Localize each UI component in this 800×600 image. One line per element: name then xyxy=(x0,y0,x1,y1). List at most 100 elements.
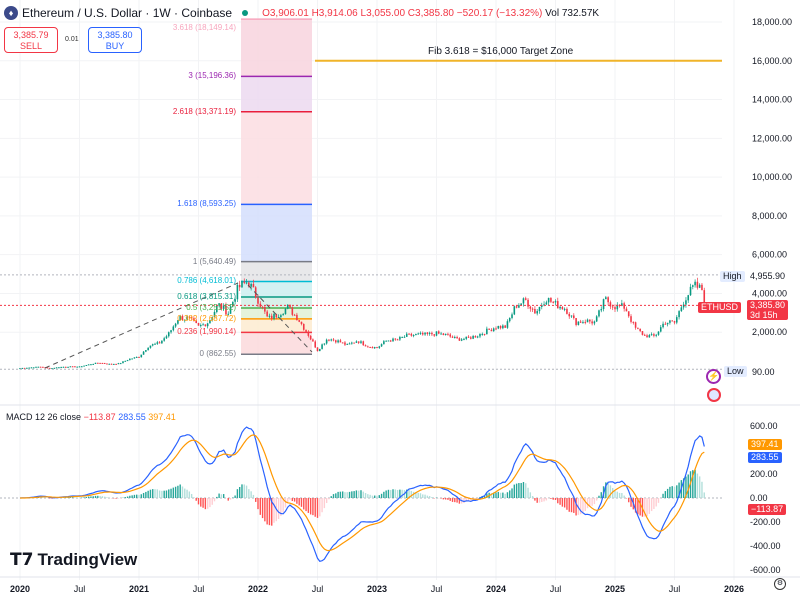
macd-histogram-bar xyxy=(172,487,175,498)
candle-body xyxy=(643,334,646,336)
candle-body xyxy=(458,338,461,341)
macd-axis-label: -200.00 xyxy=(750,517,781,527)
tradingview-logo-icon: 𝗧𝟳 xyxy=(10,550,34,569)
candle-body xyxy=(577,321,580,325)
macd-histogram-bar xyxy=(142,492,145,498)
macd-histogram-bar xyxy=(470,498,472,501)
macd-histogram-bar xyxy=(474,498,477,500)
high-tag: High xyxy=(720,271,745,282)
candle-body xyxy=(463,338,465,340)
candle-body xyxy=(268,315,271,317)
macd-histogram-bar xyxy=(559,498,561,505)
candle-body xyxy=(483,333,486,335)
macd-histogram-bar xyxy=(51,498,53,499)
macd-histogram-bar xyxy=(241,484,243,498)
macd-histogram-bar xyxy=(348,491,351,498)
candle-body xyxy=(502,325,504,329)
macd-histogram-bar xyxy=(504,493,506,498)
candle-body xyxy=(234,299,236,302)
candle-body xyxy=(385,340,387,342)
macd-histogram-bar xyxy=(399,489,401,498)
macd-histogram-bar xyxy=(101,496,104,498)
macd-histogram-bar xyxy=(305,498,307,512)
macd-histogram-bar xyxy=(147,490,149,498)
macd-histogram-bar xyxy=(364,493,367,498)
macd-histogram-bar xyxy=(550,498,552,499)
macd-histogram-bar xyxy=(170,488,172,498)
fib-level-label: 1 (5,640.49) xyxy=(192,256,236,266)
lightning-event-icon[interactable]: ⚡ xyxy=(706,369,721,384)
buy-button[interactable]: 3,385.80 BUY xyxy=(88,27,142,53)
candle-body xyxy=(328,339,330,341)
candle-body xyxy=(339,340,342,343)
candle-body xyxy=(55,367,58,369)
macd-histogram-bar xyxy=(637,498,639,515)
macd-legend[interactable]: MACD 12 26 close −113.87 283.55 397.41 xyxy=(6,412,176,422)
candle-body xyxy=(140,354,143,358)
candle-body xyxy=(348,343,351,345)
macd-histogram-bar xyxy=(497,491,499,498)
macd-histogram-bar xyxy=(293,498,296,502)
candle-body xyxy=(369,346,371,348)
candle-body xyxy=(346,343,349,345)
macd-histogram-bar xyxy=(245,485,248,498)
candle-body xyxy=(318,348,321,352)
candle-body xyxy=(202,324,204,326)
candle-body xyxy=(62,366,65,368)
symbol-title[interactable]: Ethereum / U.S. Dollar · 1W · Coinbase xyxy=(22,6,233,20)
candle-body xyxy=(149,345,152,348)
time-axis-label: 2021 xyxy=(129,584,149,594)
candle-body xyxy=(293,314,296,316)
spread: 0.01 xyxy=(65,36,79,43)
candle-body xyxy=(657,331,660,335)
candle-body xyxy=(534,308,536,314)
settings-icon[interactable]: ⚙ xyxy=(774,578,786,590)
time-axis-label: 2025 xyxy=(605,584,625,594)
macd-histogram-bar xyxy=(589,498,591,507)
candle-body xyxy=(444,333,447,336)
macd-histogram-bar xyxy=(451,498,454,502)
macd-histogram-bar xyxy=(456,498,458,503)
macd-histogram-bar xyxy=(586,498,589,509)
candle-body xyxy=(108,363,111,365)
fib-level-label: 0.5 (3,251.52) xyxy=(186,302,236,312)
macd-histogram-bar xyxy=(232,497,234,498)
macd-histogram-bar xyxy=(213,498,216,502)
us-flag-event-icon[interactable] xyxy=(707,388,721,402)
macd-histogram-bar xyxy=(612,487,614,498)
candle-body xyxy=(664,323,667,325)
macd-histogram-bar xyxy=(522,482,525,498)
candle-body xyxy=(449,334,452,337)
high-value: H3,914.06 xyxy=(311,7,358,19)
fib-zone xyxy=(241,76,312,112)
candle-body xyxy=(554,301,557,303)
macd-histogram-bar xyxy=(335,493,337,498)
candle-body xyxy=(559,306,561,309)
candle-body xyxy=(433,334,436,336)
macd-histogram-bar xyxy=(506,492,509,498)
candle-body xyxy=(280,315,282,318)
macd-histogram-bar xyxy=(509,490,511,498)
candle-body xyxy=(550,297,552,302)
candle-body xyxy=(556,301,559,309)
macd-histogram-bar xyxy=(209,498,211,508)
macd-histogram-bar xyxy=(280,498,282,516)
price-axis-label: 10,000.00 xyxy=(752,172,792,182)
tradingview-logo[interactable]: 𝗧𝟳 TradingView xyxy=(10,550,137,570)
candle-body xyxy=(383,341,385,345)
candle-body xyxy=(357,341,360,343)
time-axis-label: Jul xyxy=(550,584,562,594)
target-annotation[interactable]: Fib 3.618 = $16,000 Target Zone xyxy=(428,46,574,57)
macd-histogram-bar xyxy=(431,497,433,498)
candle-body xyxy=(515,306,518,308)
sell-button[interactable]: 3,385.79 SELL xyxy=(4,27,58,53)
macd-histogram-bar xyxy=(465,498,467,502)
candle-body xyxy=(28,367,30,369)
candle-body xyxy=(392,338,394,342)
macd-axis-label: 0.00 xyxy=(750,493,768,503)
macd-histogram-bar xyxy=(394,489,397,498)
macd-histogram-bar xyxy=(71,497,74,498)
candle-body xyxy=(387,340,390,342)
macd-histogram-bar xyxy=(271,498,273,526)
